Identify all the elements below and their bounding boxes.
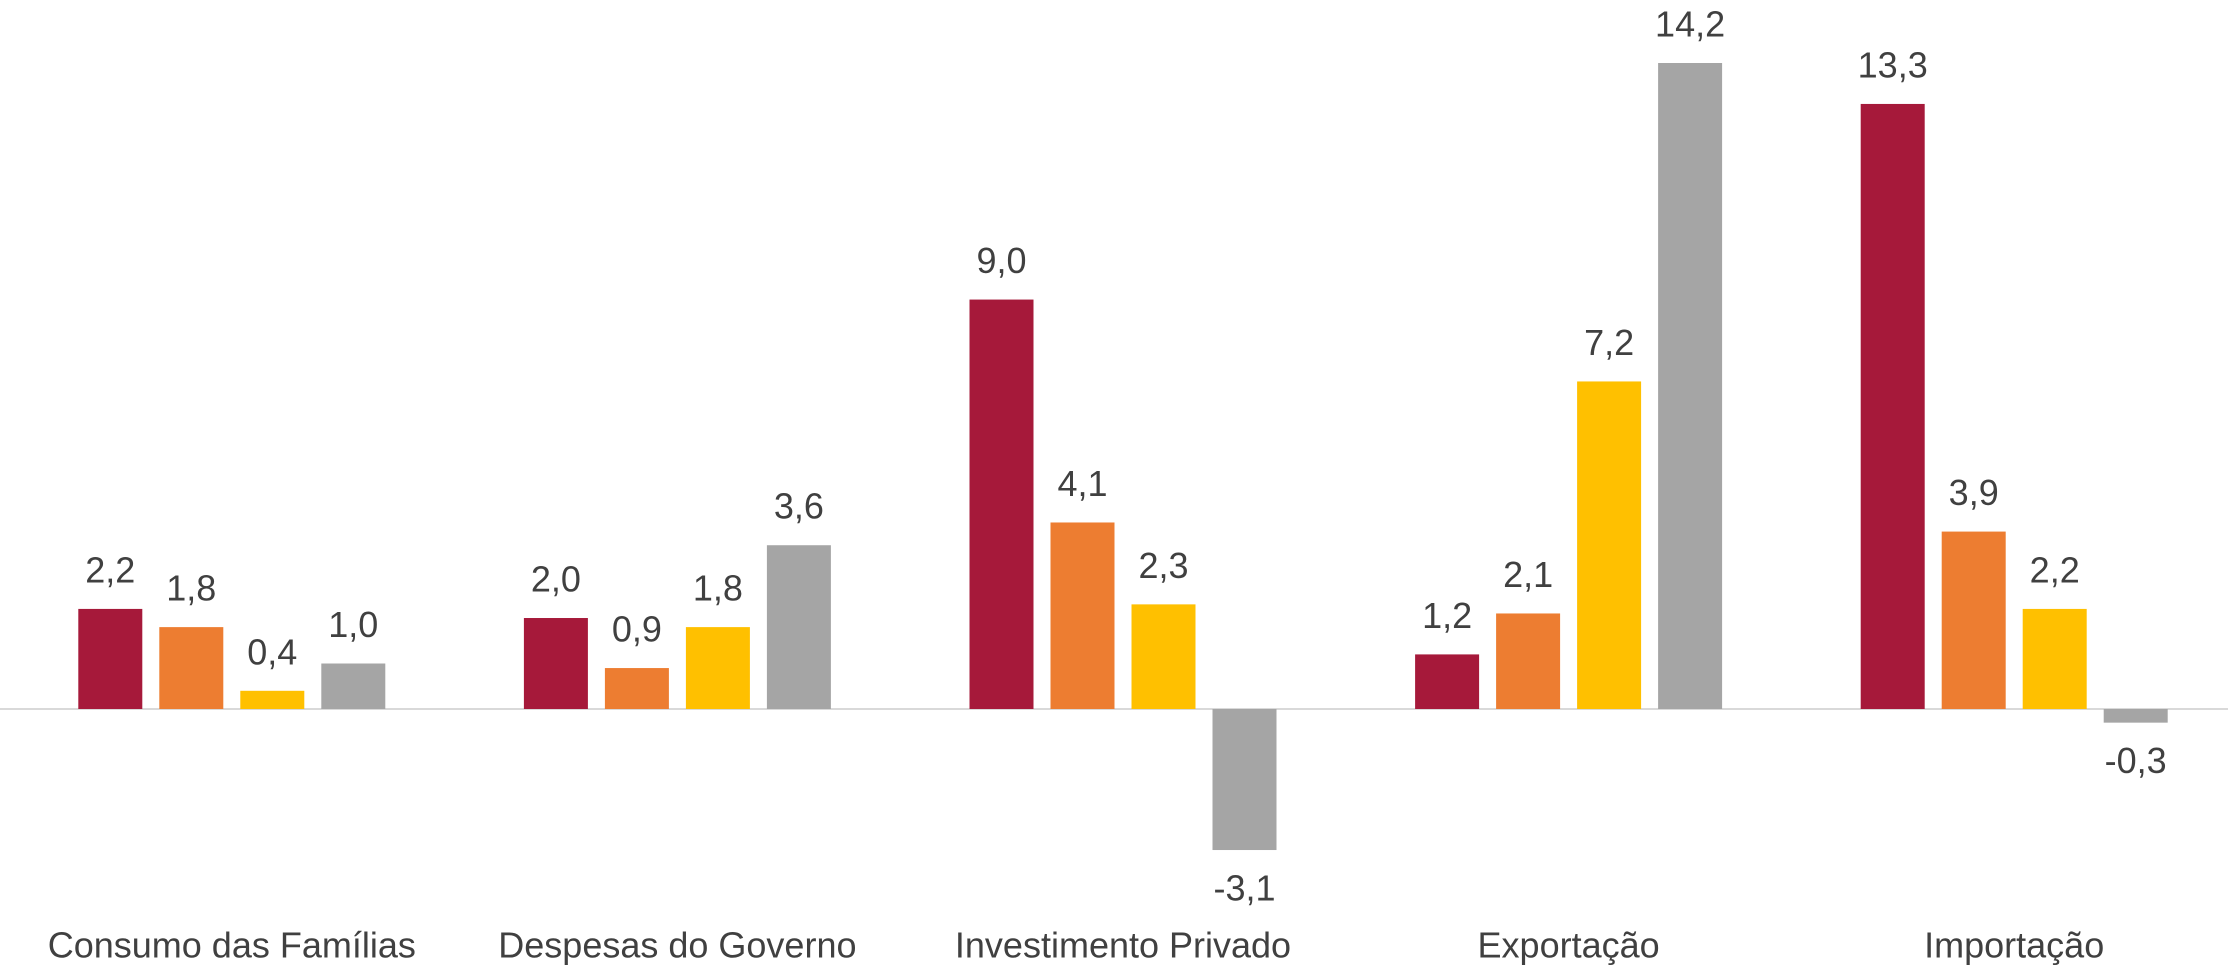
x-tick-label: Importação bbox=[1924, 925, 2104, 966]
bar bbox=[766, 545, 831, 709]
data-label: 1,2 bbox=[1422, 595, 1472, 636]
bar bbox=[1212, 709, 1277, 851]
bar bbox=[2022, 608, 2087, 709]
bar bbox=[1658, 63, 1723, 709]
data-label: 1,8 bbox=[166, 568, 216, 609]
bar bbox=[321, 663, 386, 709]
bar bbox=[523, 618, 588, 709]
data-label: 7,2 bbox=[1584, 322, 1634, 363]
data-label: 3,9 bbox=[1949, 472, 1999, 513]
data-label: 2,1 bbox=[1503, 554, 1553, 595]
data-label: 2,3 bbox=[1138, 545, 1188, 586]
bar bbox=[1131, 604, 1196, 709]
bar bbox=[604, 668, 669, 709]
bar bbox=[78, 608, 143, 709]
data-label: 0,4 bbox=[247, 631, 297, 672]
x-tick-label: Exportação bbox=[1478, 925, 1660, 966]
bar bbox=[1941, 531, 2006, 709]
bar bbox=[2103, 709, 2168, 723]
data-label: 3,6 bbox=[774, 486, 824, 527]
data-label: 13,3 bbox=[1858, 44, 1928, 85]
data-label: -3,1 bbox=[1213, 868, 1275, 909]
data-label: 14,2 bbox=[1655, 4, 1725, 45]
bar bbox=[240, 690, 305, 709]
x-tick-label: Investimento Privado bbox=[955, 925, 1291, 966]
bar bbox=[969, 299, 1034, 709]
bar bbox=[1577, 381, 1642, 709]
x-tick-label: Despesas do Governo bbox=[498, 925, 856, 966]
data-label: 4,1 bbox=[1057, 463, 1107, 504]
data-label: 2,0 bbox=[531, 559, 581, 600]
data-label: -0,3 bbox=[2105, 740, 2167, 781]
bar bbox=[1415, 654, 1480, 709]
data-label: 2,2 bbox=[85, 549, 135, 590]
bar bbox=[1860, 103, 1925, 709]
bar bbox=[159, 627, 224, 709]
bar bbox=[685, 627, 750, 709]
data-label: 9,0 bbox=[976, 240, 1026, 281]
x-tick-label: Consumo das Famílias bbox=[48, 925, 416, 966]
data-label: 2,2 bbox=[2030, 549, 2080, 590]
data-label: 0,9 bbox=[612, 609, 662, 650]
bar bbox=[1050, 522, 1115, 709]
data-label: 1,0 bbox=[328, 604, 378, 645]
bar bbox=[1496, 613, 1561, 709]
data-label: 1,8 bbox=[693, 568, 743, 609]
